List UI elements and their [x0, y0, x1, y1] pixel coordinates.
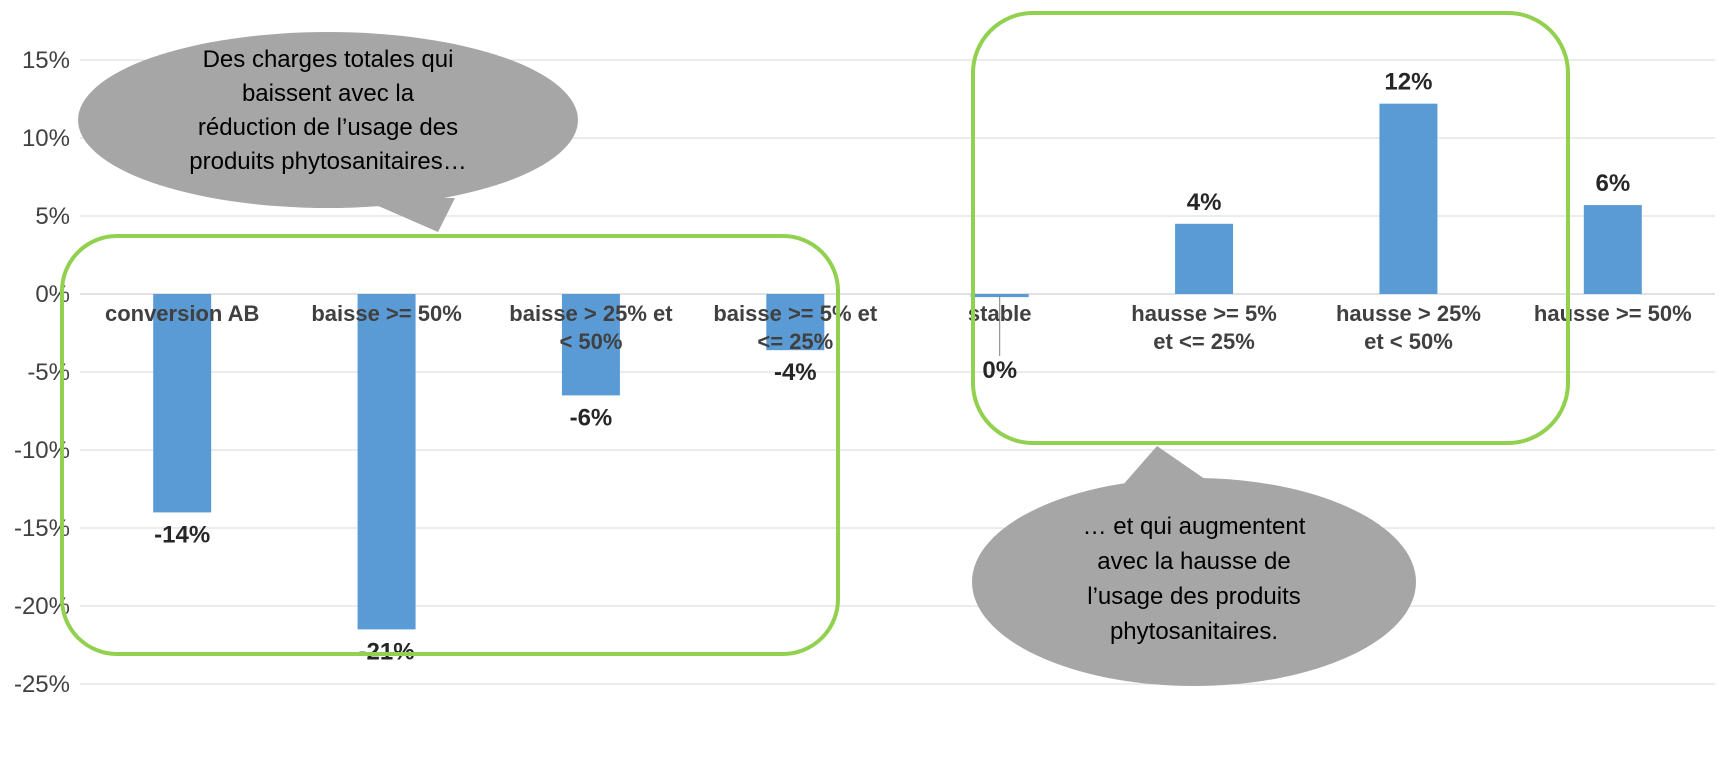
data-label: -4% — [774, 359, 817, 386]
category-label: hausse >= 50% — [1534, 301, 1692, 326]
data-label: 4% — [1187, 189, 1222, 216]
increase-callout-bubble: … et qui augmentent avec la hausse de l’us… — [972, 446, 1416, 686]
bar — [153, 294, 212, 513]
bar — [561, 294, 620, 396]
bar — [766, 294, 825, 351]
category-label: baisse > 25% et < 50% — [509, 301, 673, 354]
category-label: conversion AB — [105, 301, 259, 326]
bar — [1583, 205, 1642, 294]
y-tick-label: 15% — [22, 47, 70, 74]
bar — [1175, 223, 1234, 294]
data-label: -14% — [154, 521, 210, 548]
decrease-callout-bubble: Des charges totales qui baissent avec la r… — [78, 32, 578, 232]
bars — [153, 103, 1642, 630]
y-tick-label: 0% — [35, 281, 70, 308]
decrease-group-box — [60, 234, 840, 656]
data-label: -21% — [359, 638, 415, 665]
y-axis-ticks: 15%10%5%0%-5%-10%-15%-20%-25% — [14, 47, 70, 698]
category-label: hausse >= 5% et <= 25% — [1131, 301, 1277, 354]
y-tick-label: -25% — [14, 671, 70, 698]
y-tick-label: 10% — [22, 125, 70, 152]
bar — [970, 294, 1029, 298]
data-label: 0% — [982, 357, 1017, 384]
category-label: baisse >= 50% — [311, 301, 461, 326]
category-labels: conversion AB baisse >= 50% baisse > 25% e… — [105, 301, 1692, 354]
category-label: baisse >= 5% et <= 25% — [713, 301, 878, 354]
data-label: 12% — [1384, 69, 1432, 96]
data-label: -6% — [570, 404, 613, 431]
bar — [357, 294, 416, 630]
data-label: 6% — [1595, 170, 1630, 197]
data-labels: -14% -21% -6% -4% 0% 4% 12% 6% — [154, 69, 1630, 666]
y-tick-label: 5% — [35, 203, 70, 230]
increase-callout-text: … et qui augmentent avec la hausse de l’us… — [1083, 513, 1306, 645]
category-label: hausse > 25% et < 50% — [1336, 301, 1481, 354]
decrease-callout-text: Des charges totales qui baissent avec la r… — [189, 46, 466, 175]
bar — [1379, 103, 1438, 295]
increase-group-box — [971, 11, 1570, 445]
